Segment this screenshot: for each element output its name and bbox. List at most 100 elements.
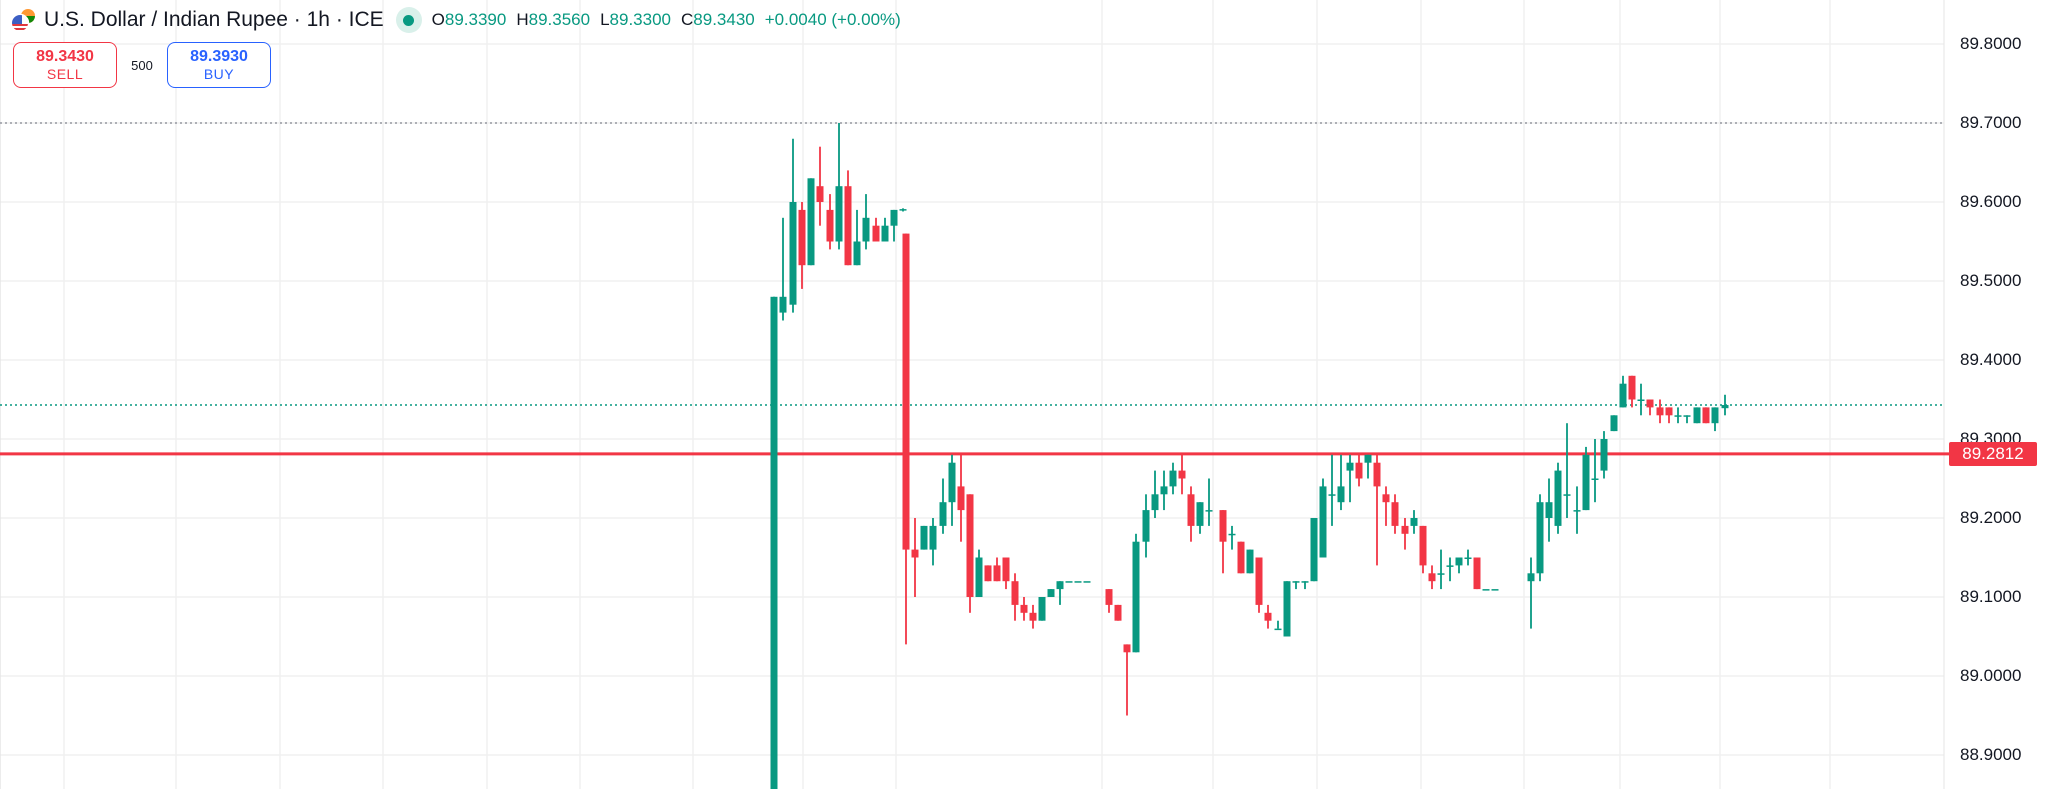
candle-body [1364,454,1372,463]
candle-body [1178,470,1186,479]
candle-body [1536,502,1544,574]
candle-body [1428,573,1436,582]
price-axis-label: 89.7000 [1960,113,2022,132]
candle-body [920,525,928,550]
candle-body [1355,462,1363,479]
candle-body [1246,549,1254,574]
candle-body [1310,518,1318,582]
candle-body [1123,644,1131,653]
candle-body [1464,557,1472,559]
candle-body [1274,628,1282,631]
candle-body [1142,510,1150,542]
candle-body [1637,399,1645,401]
candle-body [1619,383,1627,408]
low-value: 89.3300 [609,10,671,29]
candle-body [1591,478,1599,480]
candle-body [881,225,889,242]
sell-label: SELL [46,66,84,82]
candle-body [902,233,910,550]
candle-body [1410,518,1418,526]
candle-body [1283,581,1291,637]
candle-body [1196,502,1204,526]
candle-body [1656,407,1664,416]
candle-body [1455,557,1463,566]
candle-body [1382,494,1390,503]
candle-body [1346,462,1354,471]
candle-body [1328,494,1336,496]
candle-body [853,241,861,266]
trade-panel: 89.3430 SELL 500 89.3930 BUY [13,42,271,88]
market-status-icon[interactable] [395,7,422,33]
candle-body [1554,470,1562,526]
candle-body [844,186,852,266]
candle-body [1187,494,1195,526]
candle-body [1205,510,1213,512]
candle-body [1151,494,1159,511]
candle-body [1074,581,1082,583]
candle-body [1038,597,1046,621]
candle-body [1491,589,1499,591]
price-axis-label: 89.6000 [1960,192,2022,211]
candle-body [798,209,806,266]
candle-body [779,296,787,313]
high-value: 89.3560 [528,10,591,29]
candle-body [1114,604,1122,621]
candle-body [1419,525,1427,566]
quantity-value[interactable]: 500 [131,57,153,73]
candle-body [975,557,983,597]
candle-body [1228,533,1236,536]
candle-body [1446,565,1454,567]
candle-body [1683,415,1691,417]
candle-body [1020,604,1028,613]
price-axis-label: 89.1000 [1960,587,2022,606]
candle-body [1056,581,1064,590]
candle-body [1527,573,1535,582]
candle-body [1169,470,1177,487]
buy-button[interactable]: 89.3930 BUY [167,42,271,88]
candle-body [899,209,907,211]
candle-body [1105,589,1113,605]
candle-body [1255,557,1263,605]
buy-label: BUY [203,66,235,82]
candle-body [1674,415,1682,417]
price-axis-label: 89.4000 [1960,350,2022,369]
candle-body [835,186,843,242]
candle-body [1437,573,1445,575]
candle-body [929,525,937,550]
current-price-tag: 89.2812 [1949,441,2037,466]
candle-body [890,209,898,226]
chart-legend: U.S. Dollar / Indian Rupee · 1h · ICE O8… [10,6,901,34]
candle-body [993,565,1001,582]
candle-body [1083,581,1091,583]
candle-body [1646,399,1654,408]
candle-body [1391,502,1399,526]
candle-body [789,202,797,305]
price-axis-label: 89.5000 [1960,271,2022,290]
candle-body [1264,612,1272,621]
candle-body [984,565,992,582]
candle-body [1301,581,1309,583]
sell-button[interactable]: 89.3430 SELL [13,42,117,88]
candle-body [1292,581,1300,583]
candle-body [872,225,880,242]
candle-body [1711,407,1719,424]
candle-body [770,296,778,789]
candle-body [1319,486,1327,558]
symbol-title[interactable]: U.S. Dollar / Indian Rupee · 1h · ICE [44,8,384,31]
price-axis-label: 88.9000 [1960,745,2022,764]
candle-body [1011,581,1019,605]
candle-body [966,494,974,597]
candle-body [1132,541,1140,653]
sell-price: 89.3430 [36,48,94,65]
candle-body [1373,462,1381,487]
candle-body [1337,486,1345,503]
candle-body [1160,486,1168,495]
high-label: H [516,10,529,29]
close-label: C [681,10,694,29]
usd-inr-flag-icon [10,7,38,33]
candle-body [1628,375,1636,400]
candle-body [948,462,956,503]
candle-body [939,502,947,526]
